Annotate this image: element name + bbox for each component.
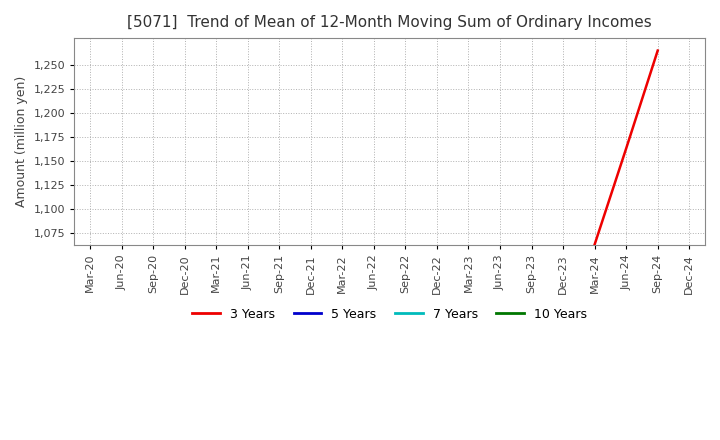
Legend: 3 Years, 5 Years, 7 Years, 10 Years: 3 Years, 5 Years, 7 Years, 10 Years (187, 303, 592, 326)
Title: [5071]  Trend of Mean of 12-Month Moving Sum of Ordinary Incomes: [5071] Trend of Mean of 12-Month Moving … (127, 15, 652, 30)
Y-axis label: Amount (million yen): Amount (million yen) (15, 76, 28, 207)
